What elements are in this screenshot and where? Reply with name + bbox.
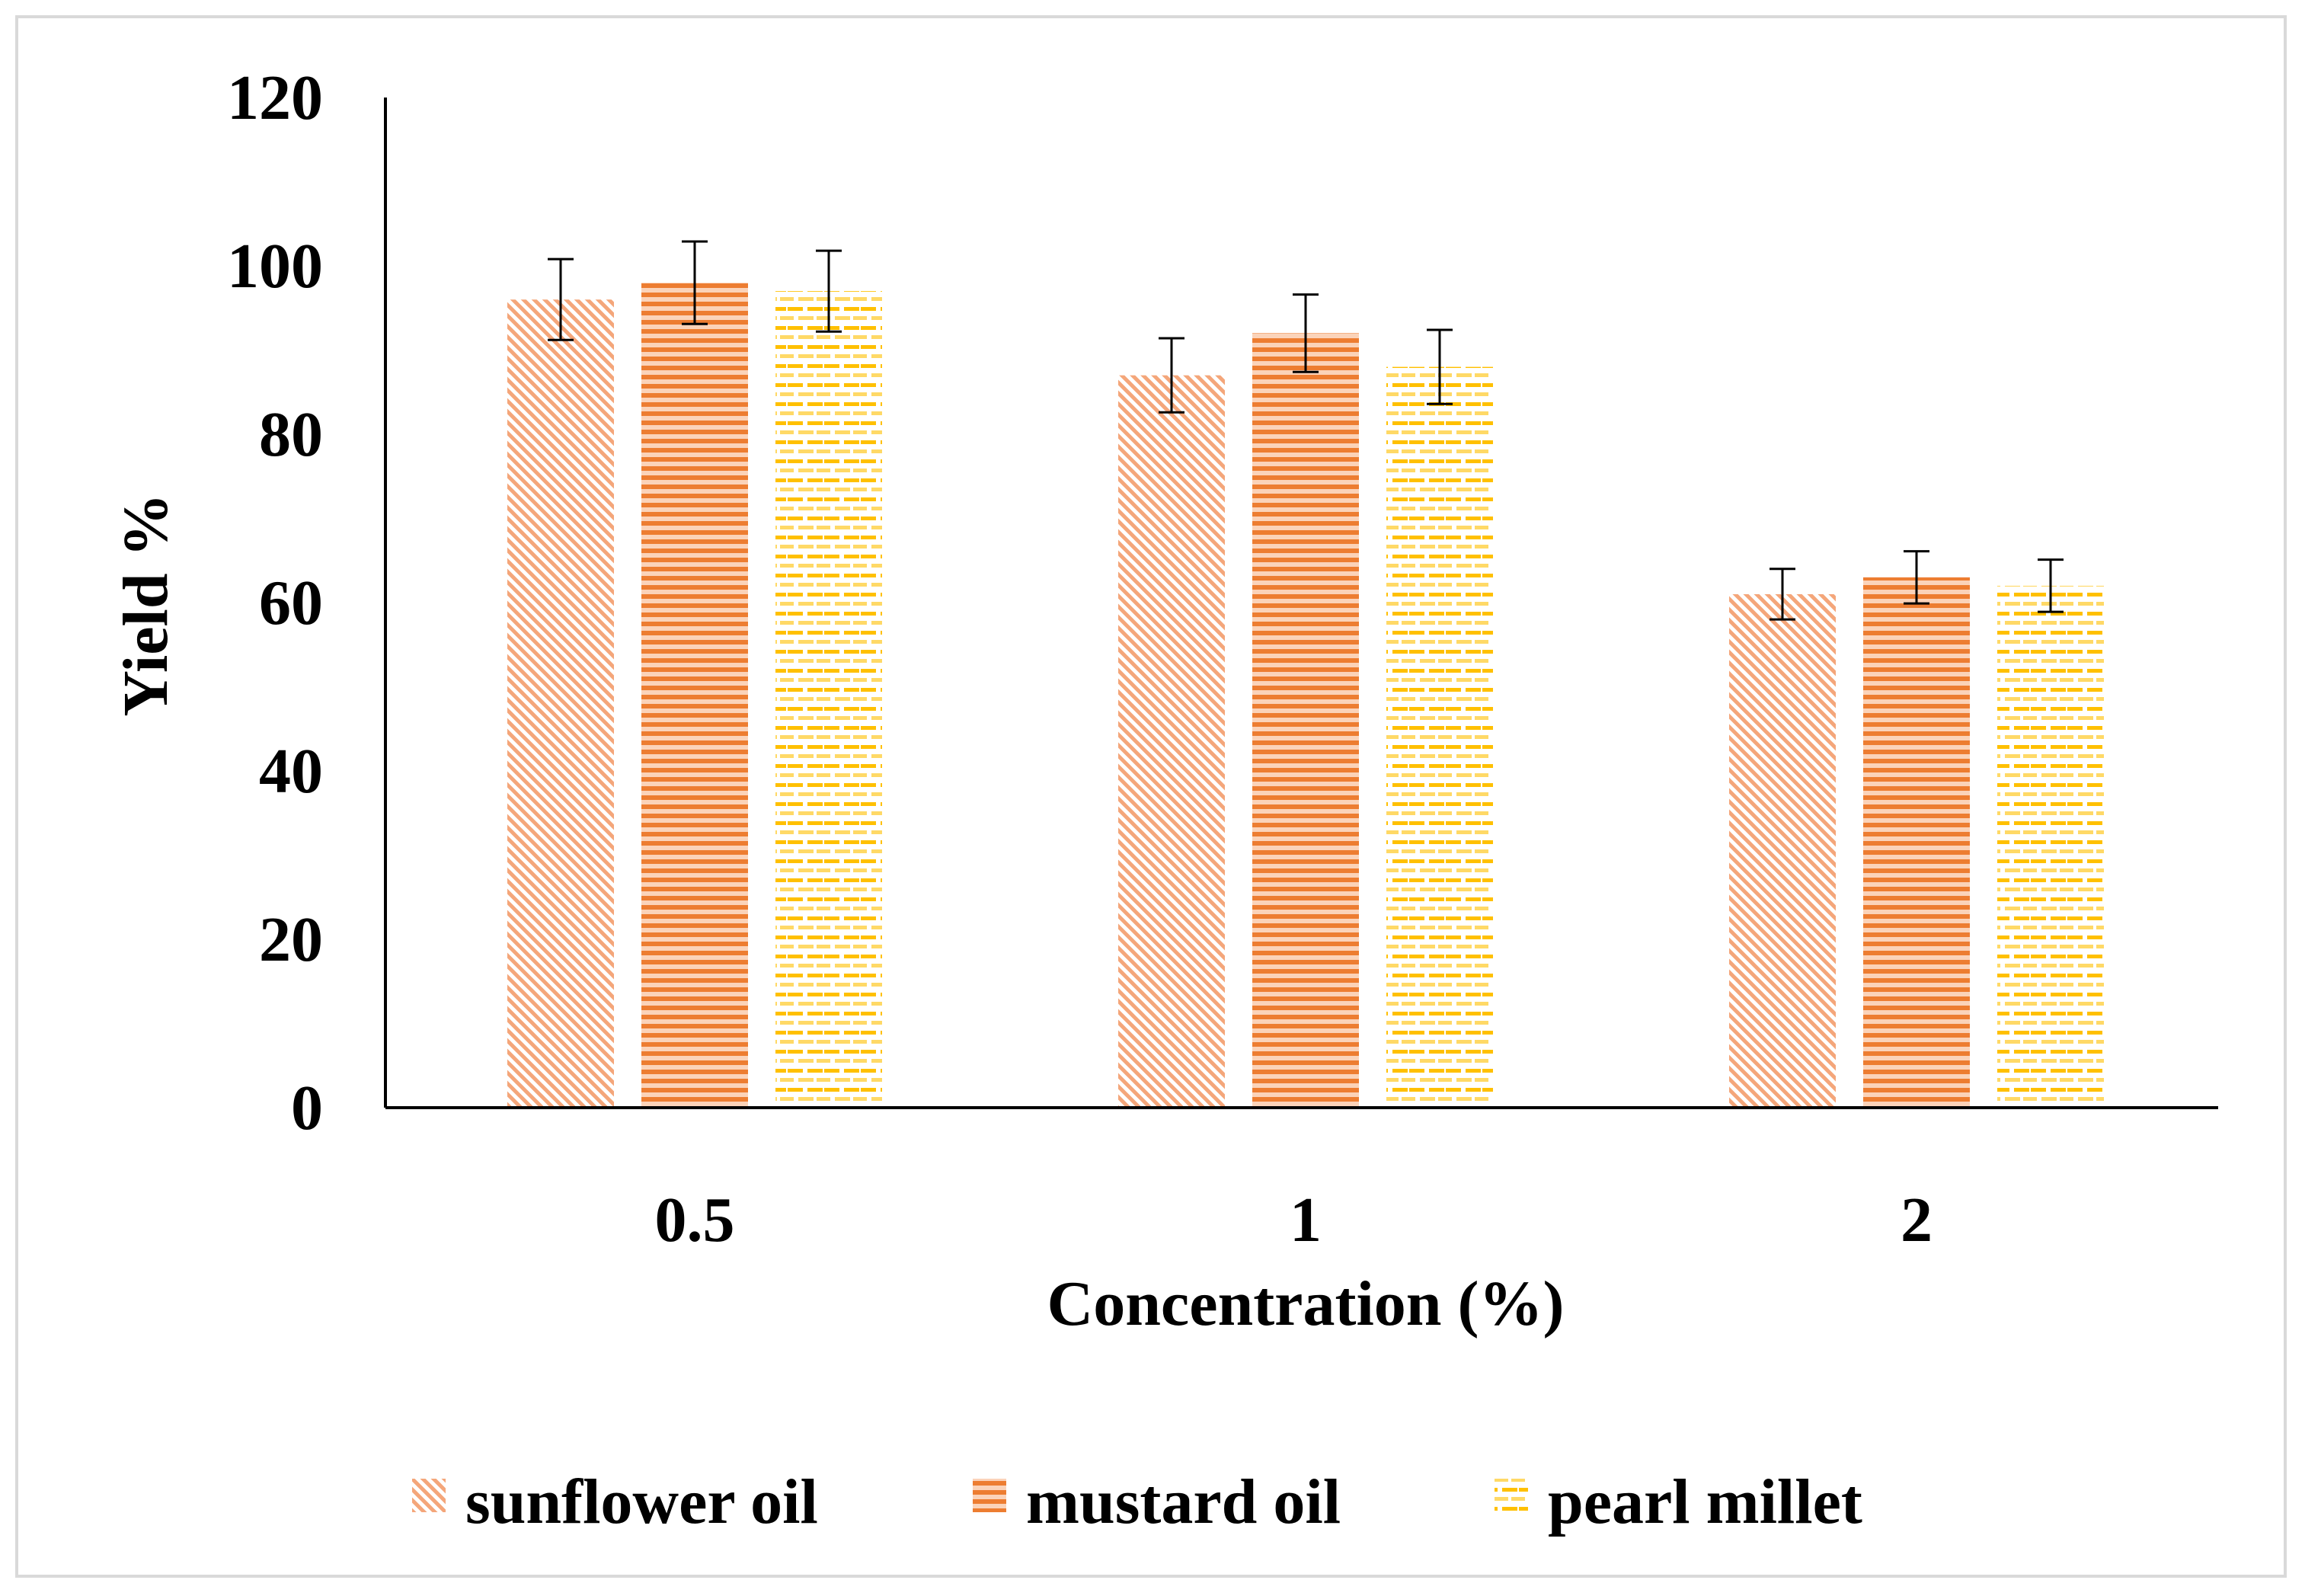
bar-mustard-oil-2 bbox=[1863, 577, 1970, 1108]
y-tick-label: 0 bbox=[291, 1073, 323, 1143]
bar-mustard-oil-0-5 bbox=[641, 283, 748, 1108]
error-bar-mustard-oil-1 bbox=[1293, 293, 1319, 373]
error-bar-mustard-oil-0-5 bbox=[682, 240, 708, 325]
bar-pearl-millet-1 bbox=[1386, 366, 1493, 1108]
y-axis: 0 20 40 60 80 100 120 bbox=[227, 62, 387, 1143]
error-bar-pearl-millet-1 bbox=[1427, 328, 1453, 405]
y-tick-label: 40 bbox=[259, 736, 323, 807]
bar-sunflower-oil-2 bbox=[1729, 593, 1836, 1108]
x-tick-label: 2 bbox=[1901, 1185, 1933, 1255]
y-tick-label: 100 bbox=[227, 231, 323, 302]
legend-label-sunflower-oil: sunflower oil bbox=[465, 1466, 818, 1537]
legend-swatch-mustard-oil bbox=[973, 1479, 1006, 1512]
bar-sunflower-oil-0-5 bbox=[507, 299, 614, 1108]
x-axis: 0.5 1 2 bbox=[385, 1106, 2218, 1255]
error-bar-pearl-millet-2 bbox=[2038, 558, 2064, 613]
bar-chart: 0 20 40 60 80 100 120 0.5 1 2 Yield % Concentrat… bbox=[110, 62, 2218, 1537]
legend-label-pearl-millet: pearl millet bbox=[1548, 1466, 1862, 1537]
bar-sunflower-oil-1 bbox=[1118, 375, 1225, 1108]
y-axis-title: Yield % bbox=[110, 493, 181, 716]
error-bar-mustard-oil-2 bbox=[1904, 550, 1929, 605]
y-tick-label: 80 bbox=[259, 399, 323, 470]
bar-mustard-oil-1 bbox=[1252, 333, 1359, 1108]
legend-label-mustard-oil: mustard oil bbox=[1026, 1466, 1341, 1537]
error-bar-sunflower-oil-0-5 bbox=[548, 257, 574, 341]
error-bar-sunflower-oil-2 bbox=[1770, 568, 1795, 621]
y-tick-label: 120 bbox=[227, 62, 323, 133]
legend: sunflower oil mustard oil pearl millet bbox=[412, 1466, 1862, 1537]
legend-swatch-sunflower-oil bbox=[412, 1479, 446, 1512]
x-axis-title: Concentration (%) bbox=[1047, 1268, 1565, 1339]
x-tick-label: 1 bbox=[1290, 1185, 1322, 1255]
y-tick-label: 20 bbox=[259, 904, 323, 975]
error-bar-sunflower-oil-1 bbox=[1159, 337, 1184, 414]
bar-pearl-millet-0-5 bbox=[775, 291, 882, 1108]
y-tick-label: 60 bbox=[259, 568, 323, 638]
error-bar-pearl-millet-0-5 bbox=[816, 249, 842, 333]
chart-frame: 0 20 40 60 80 100 120 0.5 1 2 Yield % Concentrat… bbox=[15, 15, 2287, 1578]
bar-pearl-millet-2 bbox=[1997, 585, 2104, 1108]
x-tick-label: 0.5 bbox=[655, 1185, 735, 1255]
plot-area bbox=[507, 240, 2104, 1108]
legend-swatch-pearl-millet bbox=[1495, 1479, 1528, 1512]
